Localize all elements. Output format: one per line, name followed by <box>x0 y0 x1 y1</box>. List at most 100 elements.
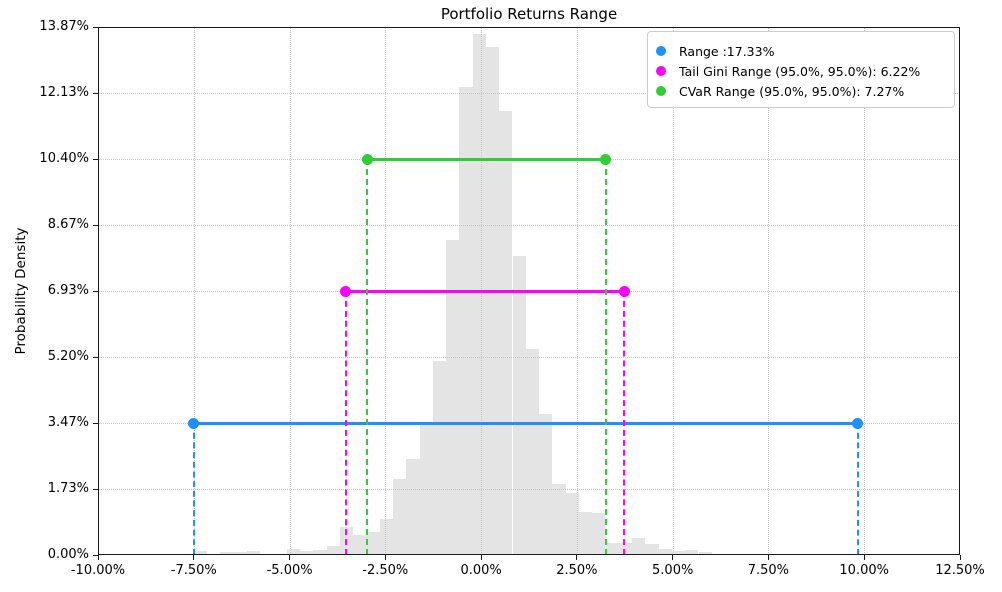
cvar-range-line <box>367 157 606 161</box>
y-tick-mark <box>93 158 98 160</box>
legend-item: CVaR Range (95.0%, 95.0%): 7.27% <box>653 81 946 101</box>
cvar-range-right-marker <box>600 153 612 165</box>
y-gridline <box>98 225 960 226</box>
histogram-bar <box>246 550 261 555</box>
range-left-dashed-line <box>192 423 195 555</box>
histogram-bar <box>512 255 526 555</box>
cvar-range-right-dashed-line <box>604 159 607 555</box>
histogram-bar <box>632 538 646 555</box>
histogram-bar <box>406 459 420 555</box>
histogram-bar <box>220 551 234 555</box>
y-tick-label: 3.47% <box>47 415 89 430</box>
y-gridline <box>98 489 960 490</box>
y-tick-mark <box>93 290 98 292</box>
histogram-bar <box>539 414 553 555</box>
range-line <box>193 421 858 425</box>
histogram-bar <box>233 551 247 555</box>
x-tick-label: 2.50% <box>556 563 598 578</box>
x-tick-mark <box>672 555 674 560</box>
histogram-bar <box>685 550 699 555</box>
histogram-bar <box>419 422 433 555</box>
y-tick-label: 5.20% <box>47 349 89 364</box>
histogram-bar <box>565 493 579 555</box>
x-tick-label: 12.50% <box>935 563 985 578</box>
x-tick-label: 0.00% <box>460 563 502 578</box>
x-tick-mark <box>384 555 386 560</box>
x-tick-mark <box>959 555 961 560</box>
legend-marker-dot-icon <box>656 46 666 56</box>
histogram-bar <box>366 532 380 555</box>
y-tick-mark <box>93 92 98 94</box>
y-tick-mark <box>93 554 98 556</box>
y-tick-label: 10.40% <box>39 151 89 166</box>
y-tick-label: 0.00% <box>47 547 89 562</box>
tail-gini-range-right-marker <box>618 285 630 297</box>
histogram-bar <box>472 34 486 555</box>
x-tick-mark <box>576 555 578 560</box>
y-gridline <box>98 357 960 358</box>
histogram-bar <box>671 550 686 555</box>
y-tick-label: 12.13% <box>39 85 89 100</box>
histogram-bar <box>499 110 513 555</box>
range-left-marker <box>188 417 200 429</box>
x-tick-mark <box>289 555 291 560</box>
histogram-bar <box>592 513 606 555</box>
legend-item-label: Tail Gini Range (95.0%, 95.0%): 6.22% <box>679 63 921 79</box>
histogram-bar <box>618 543 633 555</box>
histogram-bar <box>300 550 314 555</box>
x-tick-mark <box>767 555 769 560</box>
histogram-bar <box>818 553 832 555</box>
legend: Range :17.33% Tail Gini Range (95.0%, 95.… <box>647 31 955 108</box>
histogram-bar <box>353 534 367 555</box>
y-tick-mark <box>93 488 98 490</box>
histogram-bar <box>326 546 340 555</box>
tail-gini-range-left-dashed-line <box>344 291 347 555</box>
histogram-bar <box>578 511 593 555</box>
x-tick-mark <box>480 555 482 560</box>
tail-gini-range-left-marker <box>340 285 352 297</box>
histogram-bar <box>711 553 725 555</box>
histogram-bar <box>658 548 672 555</box>
histogram-bar <box>379 519 393 555</box>
cvar-range-left-marker <box>361 153 373 165</box>
y-tick-mark <box>93 224 98 226</box>
histogram-bar <box>393 478 407 555</box>
x-tick-mark <box>193 555 195 560</box>
tail-gini-range-right-dashed-line <box>623 291 626 555</box>
histogram-bar <box>698 552 712 555</box>
histogram-bar <box>432 360 447 555</box>
histogram-bar <box>605 543 619 555</box>
histogram-bar <box>193 551 208 555</box>
legend-item-label: Range :17.33% <box>679 43 775 59</box>
y-tick-mark <box>93 422 98 424</box>
x-tick-label: 7.50% <box>747 563 790 578</box>
x-tick-label: 5.00% <box>652 563 694 578</box>
x-tick-mark <box>863 555 865 560</box>
tail-gini-range-line <box>345 289 625 293</box>
cvar-range-left-dashed-line <box>366 159 369 555</box>
histogram-bar <box>459 87 473 555</box>
legend-item: Tail Gini Range (95.0%, 95.0%): 6.22% <box>653 61 946 81</box>
histogram-bar <box>286 548 300 555</box>
x-tick-label: 10.00% <box>839 563 889 578</box>
y-tick-mark <box>93 26 98 28</box>
x-tick-mark <box>97 555 99 560</box>
range-right-dashed-line <box>856 423 859 555</box>
y-tick-mark <box>93 356 98 358</box>
y-tick-label: 1.73% <box>47 481 89 496</box>
x-tick-label: -10.00% <box>70 563 126 578</box>
legend-item: Range :17.33% <box>653 41 946 61</box>
x-tick-label: -5.00% <box>266 563 313 578</box>
histogram-bar <box>446 240 460 555</box>
range-right-marker <box>852 417 864 429</box>
x-tick-label: -2.50% <box>362 563 409 578</box>
chart-title: Portfolio Returns Range <box>440 5 618 23</box>
y-tick-label: 13.87% <box>39 19 89 34</box>
legend-item-label: CVaR Range (95.0%, 95.0%): 7.27% <box>679 83 905 99</box>
legend-marker-dot-icon <box>656 66 666 76</box>
y-tick-label: 8.67% <box>47 217 89 232</box>
histogram-bar <box>645 544 659 555</box>
histogram-bar <box>525 349 540 555</box>
histogram-bar <box>486 47 500 555</box>
